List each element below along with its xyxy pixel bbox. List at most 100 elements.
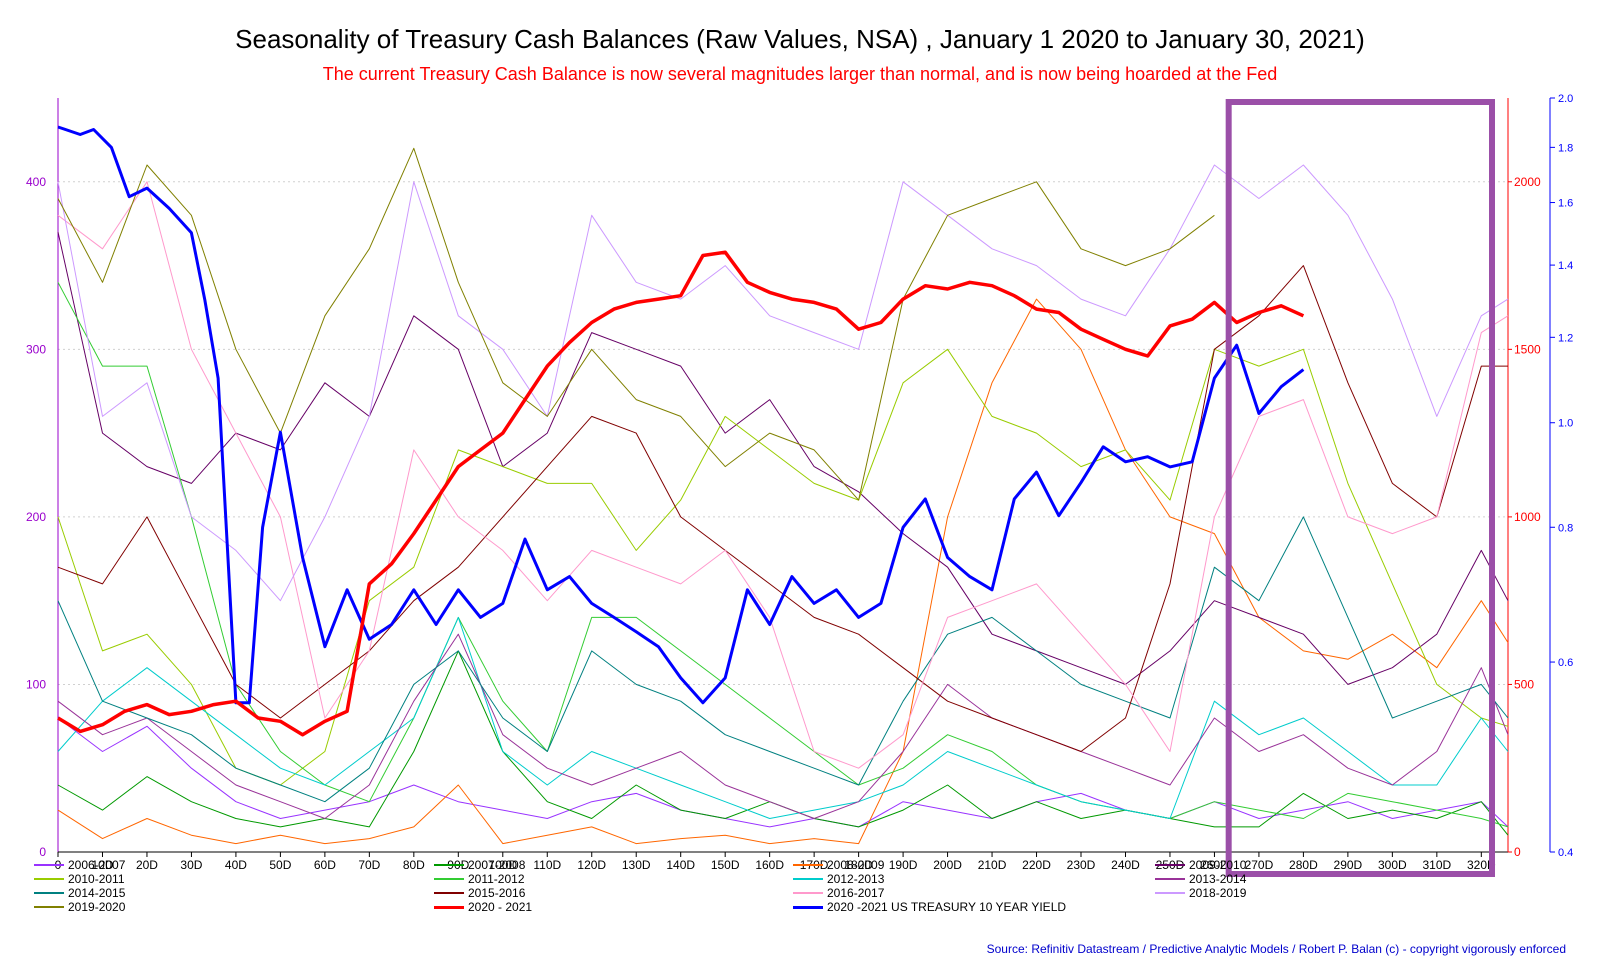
y-blue-tick-label: 1.8 — [1558, 142, 1573, 154]
legend-label: 2013-2014 — [1189, 872, 1247, 886]
legend-swatch — [434, 892, 464, 894]
legend-item: 2014-2015 — [34, 886, 125, 900]
x-tick-label: 110D — [533, 858, 561, 872]
x-tick-label: 150D — [711, 858, 740, 872]
y-red-tick-label: 1000 — [1514, 510, 1541, 524]
x-tick-label: 270D — [1245, 858, 1274, 872]
legend-swatch — [434, 864, 464, 866]
series-line-2015-2016 — [57, 265, 1508, 752]
x-tick-label: 20D — [136, 858, 158, 872]
legend-label: 2011-2012 — [468, 872, 525, 886]
legend-item: 2015-2016 — [434, 886, 525, 900]
legend-label: 2006-2007 — [68, 858, 126, 872]
x-tick-label: 220D — [1022, 858, 1051, 872]
legend-item: 2019-2020 — [34, 900, 125, 914]
y-left-tick-label: 0 — [39, 845, 46, 859]
legend-swatch — [34, 864, 64, 866]
series-line-2018-2019 — [57, 164, 1509, 602]
y-blue-tick-label: 0.6 — [1558, 657, 1573, 669]
legend-item: 2016-2017 — [793, 886, 884, 900]
legend-label: 2018-2019 — [1189, 886, 1247, 900]
x-tick-label: 290D — [1334, 858, 1363, 872]
series-line-2016-2017 — [57, 181, 1509, 769]
x-tick-label: 50D — [269, 858, 291, 872]
y-blue-tick-label: 0.8 — [1558, 522, 1573, 534]
x-tick-label: 120D — [577, 858, 606, 872]
series-line-2014-2015 — [57, 516, 1509, 803]
legend-label: 2020 -2021 US TREASURY 10 YEAR YIELD — [827, 900, 1067, 914]
y-blue-tick-label: 1.6 — [1558, 198, 1573, 210]
legend-item: 2006-2007 — [34, 858, 125, 872]
chart-title: Seasonality of Treasury Cash Balances (R… — [235, 24, 1365, 54]
x-tick-label: 40D — [225, 858, 247, 872]
x-tick-label: 190D — [889, 858, 918, 872]
legend-label: 2010-2011 — [68, 872, 125, 886]
legend-swatch — [434, 905, 464, 909]
x-tick-label: 60D — [314, 858, 336, 872]
series-line-2008-2009 — [57, 298, 1509, 845]
series-line-2019-2020 — [57, 147, 1215, 501]
source-note: Source: Refinitiv Datastream / Predictiv… — [986, 942, 1566, 956]
legend-swatch — [793, 892, 823, 894]
legend-item: 2012-2013 — [793, 872, 884, 886]
x-tick-label: 100D — [488, 858, 517, 872]
legend-item: 2011-2012 — [434, 872, 525, 886]
legend-swatch — [793, 864, 823, 866]
series-line-2009-2010 — [57, 231, 1509, 685]
legend-swatch — [34, 892, 64, 894]
series-line-2013-2014 — [57, 633, 1509, 819]
legend-label: 2008-2009 — [827, 858, 885, 872]
legend-swatch — [793, 878, 823, 880]
x-tick-label: 300D — [1378, 858, 1407, 872]
chart-subtitle: The current Treasury Cash Balance is now… — [322, 64, 1278, 84]
x-tick-label: 310D — [1422, 858, 1451, 872]
y-left-tick-label: 400 — [26, 175, 46, 189]
x-tick-label: 70D — [358, 858, 380, 872]
legend-item: 2010-2011 — [34, 872, 125, 886]
legend-item: 2020 -2021 US TREASURY 10 YEAR YIELD — [793, 900, 1066, 914]
legend-swatch — [34, 906, 64, 908]
x-tick-label: 200D — [933, 858, 962, 872]
x-tick-label: 80D — [403, 858, 425, 872]
legend-swatch — [1155, 864, 1185, 866]
x-tick-label: 260D — [1200, 858, 1229, 872]
y-blue-tick-label: 1.0 — [1558, 418, 1573, 430]
series-line-2012-2013 — [57, 616, 1509, 819]
x-tick-label: 180D — [844, 858, 873, 872]
x-tick-label: 280D — [1289, 858, 1318, 872]
y-red-tick-label: 500 — [1514, 677, 1534, 691]
x-tick-label: 30D — [180, 858, 202, 872]
legend-label: 2016-2017 — [827, 886, 885, 900]
x-tick-label: 160D — [755, 858, 784, 872]
legend-label: 2019-2020 — [68, 900, 126, 914]
x-tick-label: 230D — [1067, 858, 1096, 872]
legend-swatch — [1155, 878, 1185, 880]
x-tick-label: 320D — [1467, 858, 1496, 872]
legend-label: 2007-2008 — [468, 858, 526, 872]
legend-item: 2013-2014 — [1155, 872, 1246, 886]
y-left-tick-label: 200 — [26, 510, 46, 524]
series-line-2020-2021 — [57, 250, 1305, 737]
legend-item: 2020 - 2021 — [434, 900, 532, 914]
highlight-box — [1225, 99, 1496, 877]
legend-swatch — [793, 905, 823, 909]
y-blue-tick-label: 1.2 — [1558, 332, 1573, 344]
legend-item: 2009-2010 — [1155, 858, 1246, 872]
y-red-tick-label: 0 — [1514, 845, 1521, 859]
y-left-tick-label: 300 — [26, 342, 46, 356]
y-red-tick-label: 2000 — [1514, 175, 1541, 189]
legend-item: 2007-2008 — [434, 858, 525, 872]
series-line-2020-2021-us-treasury-10-year-yield — [57, 125, 1305, 705]
x-tick-label: 240D — [1111, 858, 1140, 872]
legend-label: 2014-2015 — [68, 886, 126, 900]
y-blue-tick-label: 0.4 — [1558, 847, 1573, 859]
y-blue-tick-label: 2.0 — [1558, 93, 1573, 105]
series-line-2006-2007 — [57, 717, 1509, 828]
x-tick-label: 10D — [91, 858, 113, 872]
legend-item: 2008-2009 — [793, 858, 884, 872]
legend-label: 2015-2016 — [468, 886, 526, 900]
x-tick-label: 140D — [666, 858, 695, 872]
y-left-tick-label: 100 — [26, 677, 46, 691]
legend-label: 2020 - 2021 — [468, 900, 533, 914]
